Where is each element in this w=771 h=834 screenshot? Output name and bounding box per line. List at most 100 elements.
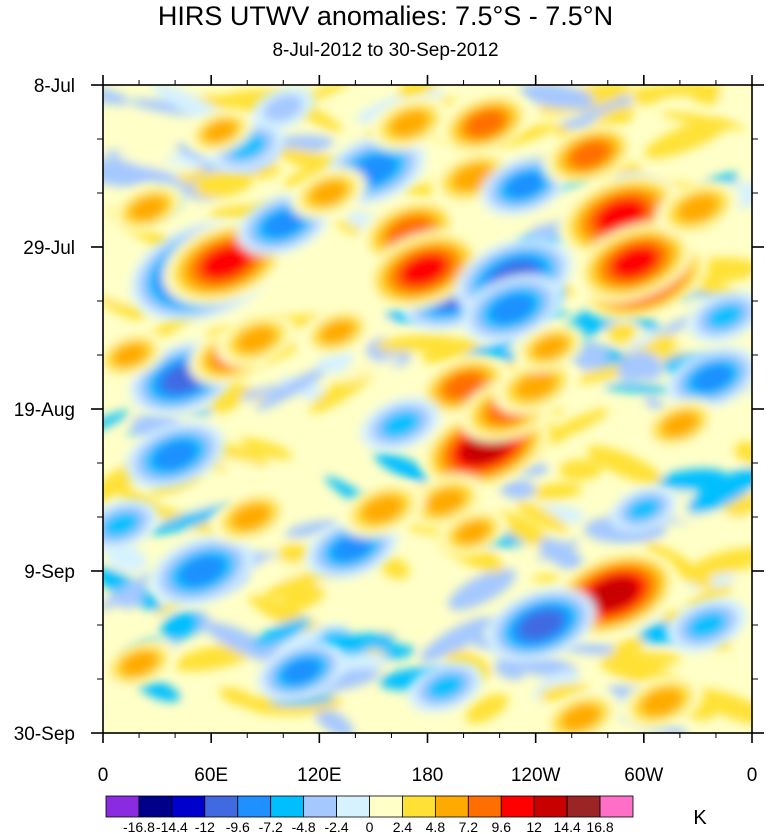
anomaly-feature [389, 110, 430, 138]
anomaly-features [103, 86, 752, 733]
anomaly-blob [447, 568, 516, 611]
anomaly-feature [569, 140, 610, 169]
anomaly-feature [263, 210, 304, 238]
x-tick-label: 180 [412, 765, 444, 786]
anomaly-feature [380, 410, 421, 439]
anomaly-feature [179, 555, 226, 587]
colorbar-swatch [500, 795, 535, 818]
colorbar-label: 0 [366, 819, 374, 834]
anomaly-blob [690, 688, 752, 726]
anomaly-feature [686, 611, 727, 639]
anomaly-blob [339, 356, 402, 384]
anomaly-blob [563, 643, 625, 655]
anomaly-blob [539, 538, 585, 572]
anomaly-feature [660, 411, 699, 438]
colorbar-swatch [105, 795, 140, 818]
anomaly-feature [706, 303, 744, 330]
anomaly-blob [607, 320, 636, 345]
anomaly-feature [451, 163, 494, 192]
x-tick-label: 60E [194, 765, 228, 786]
colorbar-label: -7.2 [259, 819, 283, 834]
anomaly-feature [464, 109, 506, 138]
anomaly-blob [629, 85, 723, 98]
anomaly-blob [495, 511, 551, 547]
anomaly-blob [494, 663, 524, 680]
anomaly-blob [558, 459, 602, 481]
colorbar-swatch [402, 795, 436, 818]
anomaly-feature [112, 342, 148, 368]
anomaly-feature [236, 325, 277, 354]
anomaly-blob [240, 438, 293, 460]
colorbar-swatch [369, 795, 403, 818]
anomaly-blob [103, 87, 129, 105]
anomaly-blob [302, 85, 352, 103]
colorbar-label: -2.4 [324, 819, 348, 834]
anomaly-feature [626, 497, 661, 521]
anomaly-blob [201, 456, 273, 475]
colorbar-label: -9.6 [226, 819, 250, 834]
anomaly-blob [625, 329, 661, 352]
x-axis: 0 60E 120E 180 120W 60W 0 [98, 75, 758, 786]
anomaly-blob [219, 687, 259, 708]
anomaly-blob [161, 611, 201, 641]
anomaly-blob [420, 617, 492, 662]
anomaly-feature [263, 94, 304, 122]
x-tick-label: 120E [297, 765, 341, 786]
anomaly-feature [443, 372, 484, 400]
anomaly-blob [686, 468, 752, 514]
anomaly-blob [603, 383, 673, 394]
y-tick-label: 9-Sep [24, 562, 75, 583]
anomaly-blob [465, 693, 509, 724]
colorbar: -16.8 -14.4 -12 -9.6 -7.2 -4.8 -2.4 0 2.4 4.8 7.2 9… [105, 795, 634, 834]
anomaly-blob [334, 220, 365, 236]
anomaly-blob [150, 504, 234, 535]
colorbar-label: -16.8 [123, 819, 155, 834]
y-tick-label: 19-Aug [14, 400, 75, 421]
colorbar-label: 12 [526, 819, 542, 834]
anomaly-blob [176, 143, 206, 160]
anomaly-feature [560, 703, 601, 732]
anomaly-blob [532, 574, 561, 583]
anomaly-feature [454, 520, 491, 545]
anomaly-blob [660, 111, 746, 130]
x-tick-label: 0 [98, 765, 109, 786]
anomaly-feature [200, 245, 251, 280]
anomaly-blob [696, 512, 752, 532]
anomaly-feature [281, 658, 321, 685]
anomaly-blob [515, 501, 569, 533]
anomaly-feature [490, 293, 535, 324]
colorbar-swatch [566, 795, 601, 818]
anomaly-blob [617, 352, 659, 382]
anomaly-blob [284, 520, 338, 538]
colorbar-unit: K [693, 807, 707, 829]
anomaly-blob [203, 621, 286, 665]
colorbar-swatch [533, 795, 568, 818]
chart-subtitle: 8-Jul-2012 to 30-Sep-2012 [272, 40, 499, 61]
anomaly-blob [252, 617, 312, 648]
colorbar-swatch [270, 795, 305, 818]
anomaly-feature [103, 511, 140, 538]
colorbar-label: 4.8 [426, 819, 446, 834]
anomaly-feature [676, 194, 719, 223]
x-tick-label: 0 [747, 765, 758, 786]
anomaly-blob [255, 365, 330, 411]
anomaly-feature [400, 254, 448, 287]
colorbar-label: -14.4 [156, 819, 188, 834]
colorbar-label: 2.4 [393, 819, 413, 834]
anomaly-blob [422, 338, 479, 364]
anomaly-feature [611, 246, 659, 279]
anomaly-blob [314, 707, 354, 733]
anomaly-feature [692, 364, 733, 392]
colorbar-swatch [434, 795, 469, 818]
anomaly-feature [319, 319, 356, 345]
y-tick-label: 30-Sep [14, 724, 75, 745]
x-tick-label: 60W [624, 765, 663, 786]
colorbar-label: 14.4 [554, 819, 581, 834]
anomaly-feature [120, 650, 158, 677]
anomaly-blob [115, 153, 195, 174]
anomaly-blob [734, 441, 752, 464]
anomaly-blob [105, 543, 147, 572]
colorbar-label: -4.8 [292, 819, 316, 834]
anomaly-feature [361, 494, 404, 524]
